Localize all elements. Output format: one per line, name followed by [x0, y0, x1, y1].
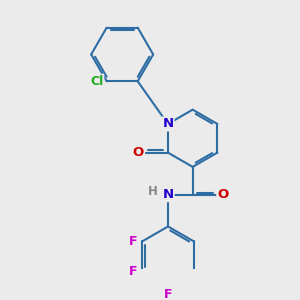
Text: F: F [129, 235, 138, 248]
Text: Cl: Cl [90, 75, 104, 88]
Text: O: O [217, 188, 229, 201]
Text: N: N [162, 118, 173, 130]
Text: H: H [148, 185, 158, 198]
Text: F: F [164, 287, 172, 300]
Text: O: O [133, 146, 144, 159]
Text: N: N [163, 188, 174, 201]
Text: F: F [129, 265, 138, 278]
